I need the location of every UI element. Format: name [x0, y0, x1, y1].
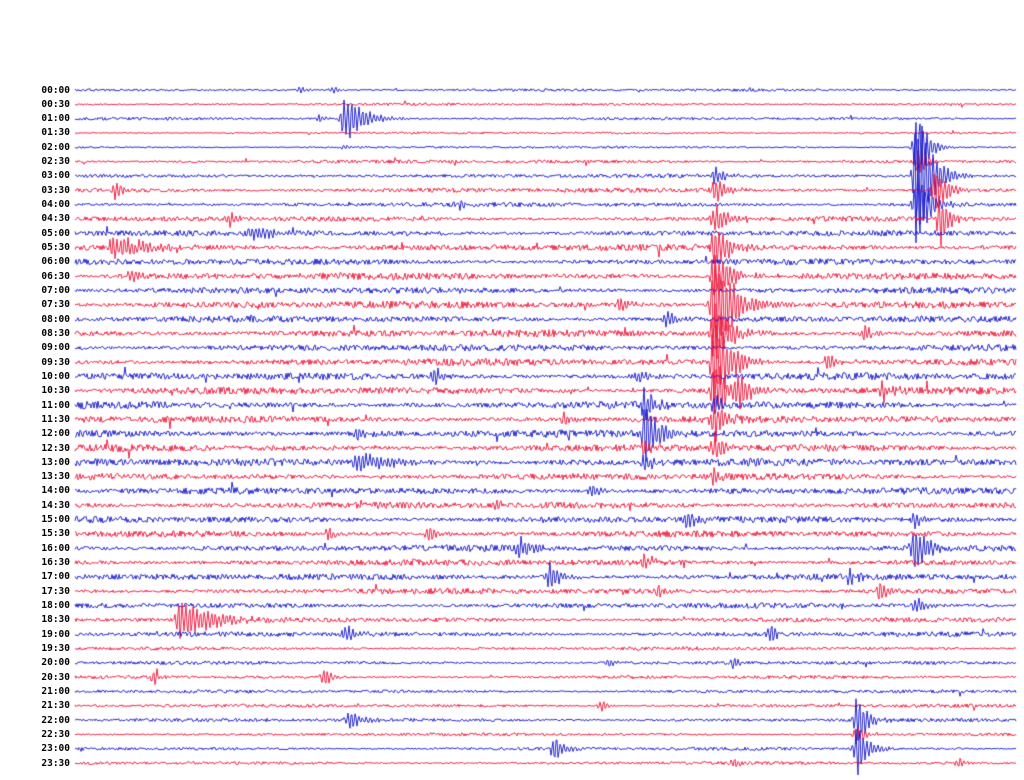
time-label: 08:00	[41, 313, 70, 325]
time-label: 15:30	[41, 528, 70, 540]
time-label: 05:30	[41, 242, 70, 254]
time-label: 21:30	[41, 700, 70, 712]
time-label: 16:30	[41, 557, 70, 569]
time-label: 00:30	[41, 98, 70, 110]
time-label: 03:30	[41, 184, 70, 196]
time-label: 06:30	[41, 270, 70, 282]
time-label: 09:00	[41, 342, 70, 354]
time-label: 17:30	[41, 585, 70, 597]
time-label: 09:30	[41, 356, 70, 368]
time-label: 19:30	[41, 642, 70, 654]
time-label: 19:00	[41, 628, 70, 640]
time-label: 04:00	[41, 199, 70, 211]
time-label: 13:00	[41, 456, 70, 468]
time-label: 10:30	[41, 385, 70, 397]
time-label: 15:00	[41, 514, 70, 526]
time-label: 12:30	[41, 442, 70, 454]
time-label: 18:30	[41, 614, 70, 626]
time-label: 02:30	[41, 156, 70, 168]
time-label: 08:30	[41, 327, 70, 339]
time-label: 22:00	[41, 714, 70, 726]
time-label: 10:00	[41, 370, 70, 382]
time-label: 05:00	[41, 227, 70, 239]
time-label: 23:00	[41, 743, 70, 755]
time-label: 16:00	[41, 542, 70, 554]
time-label: 07:30	[41, 299, 70, 311]
time-label: 11:00	[41, 399, 70, 411]
time-label: 20:00	[41, 657, 70, 669]
time-label: 23:30	[41, 757, 70, 769]
time-label: 21:00	[41, 685, 70, 697]
time-label: 14:00	[41, 485, 70, 497]
time-label: 11:30	[41, 413, 70, 425]
time-label: 00:00	[41, 84, 70, 96]
time-label: 06:00	[41, 256, 70, 268]
time-label: 04:30	[41, 213, 70, 225]
time-label: 01:30	[41, 127, 70, 139]
time-label: 14:30	[41, 499, 70, 511]
time-label: 02:00	[41, 141, 70, 153]
time-label: 01:00	[41, 113, 70, 125]
time-label: 17:00	[41, 571, 70, 583]
time-label: 13:30	[41, 471, 70, 483]
time-label: 20:30	[41, 671, 70, 683]
time-label: 07:00	[41, 284, 70, 296]
time-label: 03:00	[41, 170, 70, 182]
time-label: 18:00	[41, 600, 70, 612]
time-label: 12:00	[41, 428, 70, 440]
time-label: 22:30	[41, 728, 70, 740]
